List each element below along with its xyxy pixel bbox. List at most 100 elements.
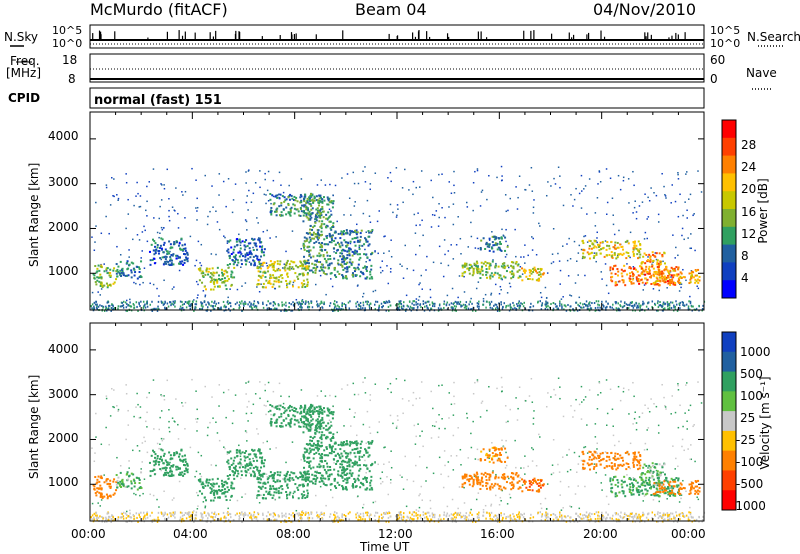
power-echo-cell (138, 271, 141, 274)
power-echo-cell (99, 283, 102, 286)
power-echo-cell (367, 235, 370, 238)
power-echo-cell (359, 232, 362, 235)
power-echo-cell (117, 265, 120, 268)
power-echo-cell (313, 263, 316, 266)
power-ground-cell (397, 303, 400, 306)
power-echo-cell (696, 274, 699, 277)
velocity-ground-cell (398, 511, 400, 514)
power-echo-cell (154, 245, 157, 248)
velocity-noise-cell (435, 421, 438, 423)
power-echo-cell (301, 267, 304, 270)
power-echo-cell (650, 274, 653, 277)
power-noise-cell (433, 214, 436, 217)
power-noise-cell (437, 225, 440, 227)
velocity-ground-cell (490, 511, 493, 514)
velocity-noise-cell (97, 502, 99, 504)
power-noise-cell (125, 227, 127, 230)
power-ground-cell (420, 306, 422, 309)
velocity-noise-cell (108, 443, 110, 446)
velocity-ground-cell (594, 517, 597, 520)
velocity-ground-cell (683, 515, 686, 518)
power-noise-cell (267, 199, 270, 202)
velocity-ground-cell (666, 512, 669, 515)
power-noise-cell (481, 189, 484, 192)
power-ground-cell (453, 302, 455, 305)
velocity-ground-cell (544, 514, 546, 517)
velocity-ground-cell (213, 512, 215, 515)
power-echo-cell (283, 267, 286, 270)
power-ground-cell (332, 302, 335, 305)
velocity-ground-cell (674, 516, 677, 519)
power-echo-cell (658, 273, 661, 276)
velocity-noise-cell (573, 451, 576, 454)
velocity-ground-cell (457, 512, 459, 515)
power-echo-cell (342, 248, 345, 251)
velocity-noise-cell (554, 394, 557, 396)
velocity-ground-cell (437, 518, 440, 521)
velocity-noise-cell (578, 507, 581, 510)
velocity-noise-cell (568, 448, 570, 451)
power-echo-cell (494, 271, 497, 274)
velocity-noise-cell (566, 454, 568, 456)
velocity-ground-cell (161, 512, 163, 515)
velocity-noise-cell (597, 394, 599, 396)
velocity-ground-cell (550, 513, 552, 516)
power-noise-cell (419, 282, 421, 284)
power-echo-cell (239, 251, 242, 254)
power-echo-cell (504, 236, 507, 239)
power-echo-cell (341, 258, 344, 261)
power-noise-cell (204, 294, 207, 297)
power-ground-cell (292, 304, 295, 307)
power-echo-cell (668, 273, 671, 276)
velocity-ground-cell (270, 513, 272, 516)
power-echo-cell (346, 270, 349, 273)
velocity-ground-cell (619, 515, 621, 518)
power-echo-cell (327, 203, 330, 206)
power-echo-cell (224, 284, 227, 287)
velocity-noise-cell (291, 441, 294, 443)
power-echo-cell (270, 213, 273, 216)
power-echo-cell (263, 270, 266, 273)
velocity-noise-cell (263, 404, 266, 407)
velocity-ground-cell (556, 519, 558, 522)
power-ground-cell (266, 307, 269, 310)
power-ground-cell (529, 306, 532, 309)
velocity-noise-cell (530, 377, 533, 380)
power-echo-cell (354, 251, 357, 254)
power-echo-cell (309, 256, 312, 259)
power-echo-cell (339, 237, 342, 240)
power-echo-cell (117, 270, 120, 273)
power-echo-cell (672, 283, 675, 286)
power-ground-cell (431, 302, 434, 305)
power-echo-cell (615, 257, 618, 260)
power-noise-cell (689, 247, 691, 250)
power-echo-cell (628, 266, 631, 269)
power-noise-cell (524, 262, 526, 264)
power-echo-cell (311, 233, 314, 236)
power-noise-cell (495, 262, 497, 265)
power-ground-cell (94, 303, 97, 306)
velocity-noise-cell (332, 405, 334, 407)
power-echo-cell (365, 253, 368, 256)
velocity-ground-cell (108, 515, 111, 518)
power-ground-cell (332, 309, 334, 312)
power-ground-cell (129, 305, 131, 308)
power-noise-cell (341, 177, 343, 179)
power-echo-cell (286, 272, 289, 275)
velocity-noise-cell (460, 464, 462, 466)
velocity-noise-cell (369, 432, 372, 434)
velocity-ground-cell (169, 512, 172, 515)
velocity-ground-cell (642, 513, 644, 516)
power-ground-cell (651, 306, 653, 309)
power-ground-cell (545, 303, 548, 306)
velocity-noise-cell (664, 406, 667, 408)
velocity-noise-cell (648, 410, 651, 413)
velocity-noise-cell (295, 509, 298, 512)
velocity-noise-cell (516, 419, 519, 421)
power-noise-cell (689, 295, 691, 298)
nsky-tick-bottom: 10^0 (52, 37, 83, 50)
power-echo-cell (320, 244, 323, 247)
velocity-noise-cell (628, 413, 630, 415)
power-echo-cell (308, 245, 311, 248)
power-echo-cell (581, 240, 584, 243)
